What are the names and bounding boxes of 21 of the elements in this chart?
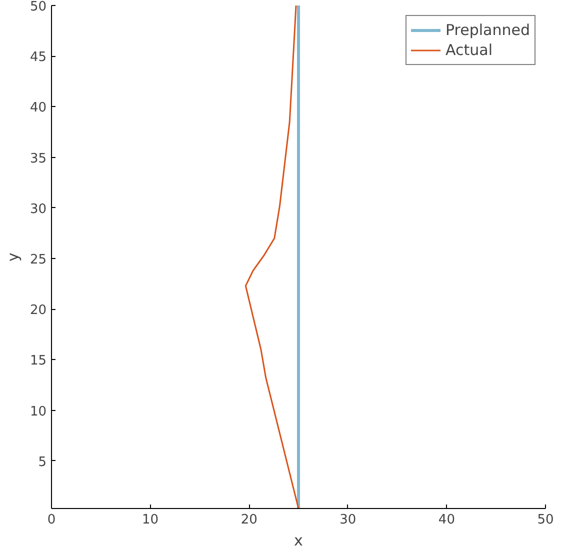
y-tick-label: 10	[30, 404, 47, 420]
y-tick-label: 25	[30, 252, 47, 268]
y-tick-label: 20	[30, 303, 47, 318]
x-tick-label: 40	[438, 512, 455, 528]
y-tick-label: 35	[30, 151, 47, 166]
x-tick-label: 30	[340, 512, 356, 528]
y-tick-label: 30	[30, 202, 47, 217]
x-tick-label: 10	[142, 512, 159, 528]
y-tick-label: 15	[30, 354, 47, 369]
x-axis-title: x	[294, 532, 304, 550]
y-tick-label: 5	[38, 454, 47, 470]
legend-label: Preplanned	[446, 21, 530, 39]
x-tick-label: 50	[537, 512, 554, 528]
y-tick-label: 40	[30, 100, 47, 116]
y-tick-label: 45	[30, 50, 47, 66]
x-tick-label: 20	[240, 512, 258, 528]
x-tick-label: 0	[47, 512, 56, 528]
y-axis-title: y	[4, 252, 22, 262]
legend-label: Actual	[446, 41, 492, 59]
y-tick-label: 50	[30, 0, 47, 14]
line-series	[244, 6, 300, 508]
